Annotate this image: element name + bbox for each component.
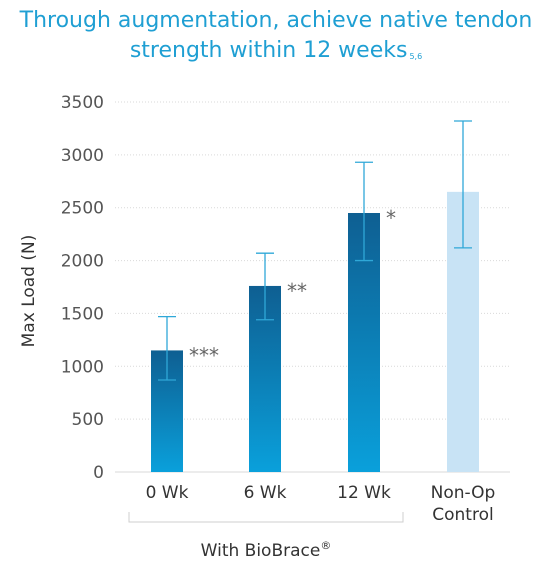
group-label-text: With BioBrace [201,541,321,561]
x-category-label: 12 Wk [337,483,391,503]
chart-title: Through augmentation, achieve native ten… [0,6,552,66]
x-category-label: 0 Wk [146,483,189,503]
group-label: With BioBrace® [201,539,332,561]
y-tick-label: 2500 [61,199,104,219]
chart-title-line-2-text: strength within 12 weeks [129,38,408,63]
error-bars [158,120,472,381]
significance-marker: * [386,206,396,230]
y-tick-label: 0 [93,463,104,483]
significance-markers: ****** [189,206,396,367]
significance-marker: ** [287,279,307,303]
x-category-label: Non-Op Control [431,483,496,525]
chart-title-line-2: strength within 12 weeks 5,6 [0,36,552,66]
x-axis-categories: 0 Wk 6 Wk 12 Wk Non-Op Control [146,483,496,525]
significance-marker: *** [189,343,219,367]
y-tick-label: 1500 [61,304,104,324]
y-tick-label: 3000 [61,146,104,166]
y-tick-label: 1000 [61,357,104,377]
y-axis-ticks: 0 500 1000 1500 2000 2500 3000 3500 [61,93,104,483]
y-axis-label: Max Load (N) [19,235,39,348]
y-tick-label: 3500 [61,93,104,113]
x-category-label: 6 Wk [244,483,287,503]
y-tick-label: 2000 [61,252,104,272]
registered-mark: ® [320,539,331,552]
bars [151,191,479,472]
y-tick-label: 500 [72,410,104,430]
reference-superscript: 5,6 [409,52,423,61]
chart-title-line-1: Through augmentation, achieve native ten… [19,8,533,33]
group-bracket [128,512,404,523]
